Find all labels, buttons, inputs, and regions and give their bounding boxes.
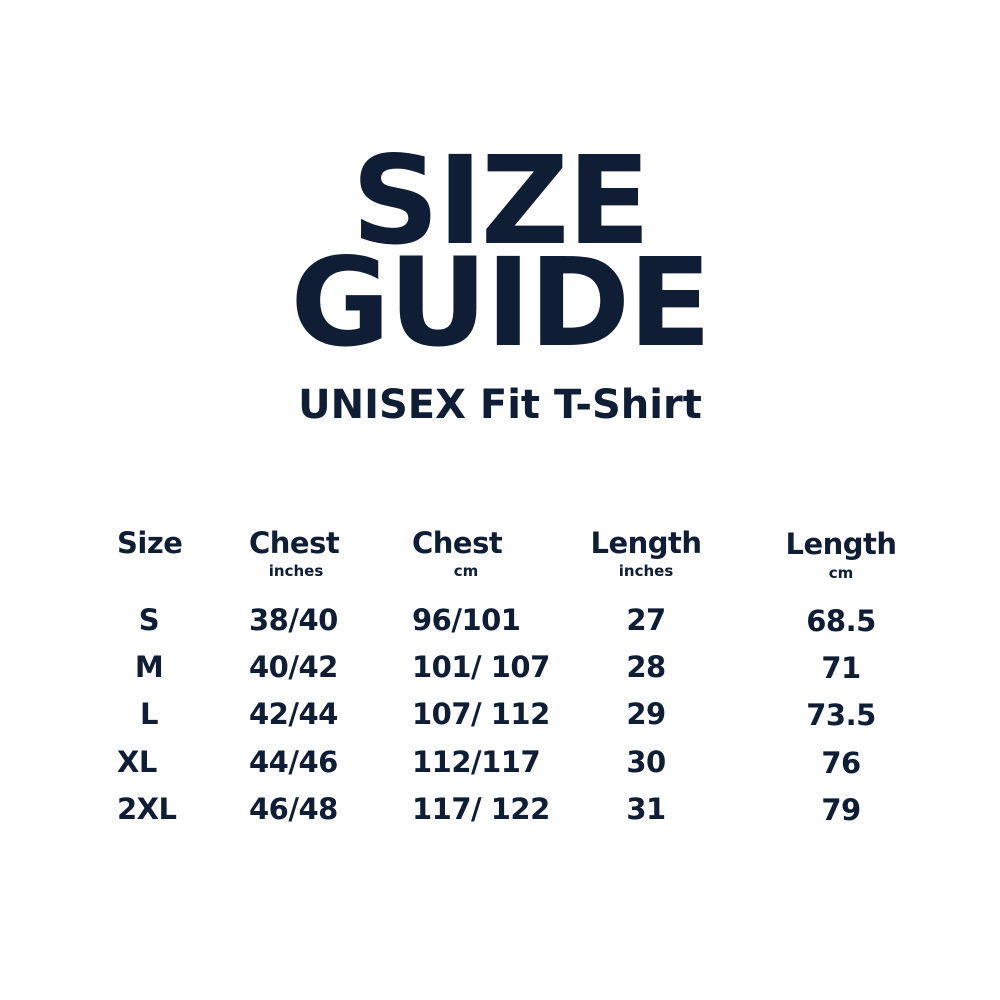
column-header: Length <box>590 526 702 560</box>
table-cell: 117/ 122 <box>412 792 550 826</box>
table-cell: 112/117 <box>412 745 541 779</box>
column-header: Chest <box>249 526 340 560</box>
column-unit: cm <box>453 562 479 580</box>
table-cell: 30 <box>626 745 666 779</box>
column-header: Length <box>785 527 897 561</box>
size-label: S <box>138 603 160 637</box>
table-cell: 40/42 <box>249 650 338 684</box>
column-header: Size <box>117 526 183 560</box>
table-cell: 101/ 107 <box>412 650 550 684</box>
table-cell: 76 <box>821 746 861 780</box>
table-cell: 28 <box>626 650 666 684</box>
size-label: L <box>140 697 158 731</box>
table-cell: 44/46 <box>249 745 338 779</box>
column-unit: inches <box>268 562 324 580</box>
title-line-2: GUIDE <box>290 232 711 374</box>
title-line-1: SIZE <box>351 130 650 272</box>
table-cell: 31 <box>626 792 666 826</box>
table-cell: 38/40 <box>249 603 338 637</box>
size-label: XL <box>117 745 157 779</box>
table-cell: 107/ 112 <box>412 697 550 731</box>
table-cell: 79 <box>821 793 861 827</box>
column-unit: cm <box>828 564 854 582</box>
size-label: 2XL <box>117 792 177 826</box>
subtitle: UNISEX Fit T-Shirt <box>298 382 702 428</box>
table-cell: 46/48 <box>249 792 338 826</box>
table-cell: 29 <box>626 697 666 731</box>
column-header: Chest <box>412 526 503 560</box>
size-label: M <box>134 650 164 684</box>
table-cell: 68.5 <box>806 604 876 638</box>
table-cell: 96/101 <box>412 603 521 637</box>
column-unit: inches <box>618 562 674 580</box>
table-cell: 73.5 <box>806 698 876 732</box>
table-cell: 71 <box>821 651 861 685</box>
table-cell: 27 <box>626 603 666 637</box>
table-cell: 42/44 <box>249 697 338 731</box>
